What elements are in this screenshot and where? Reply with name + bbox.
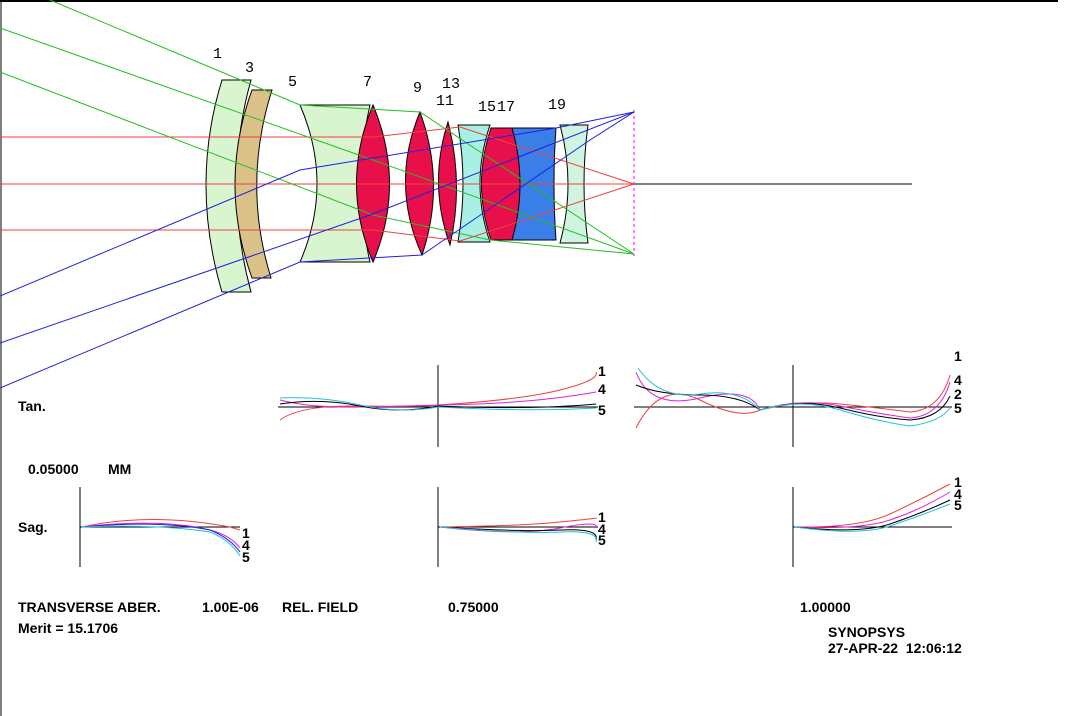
surface-label: 7	[363, 74, 372, 91]
curve	[794, 483, 951, 528]
ray	[0, 111, 635, 389]
program-name: SYNOPSYS	[828, 624, 905, 640]
field-value: 1.00000	[800, 599, 851, 615]
curve-label: 1	[954, 474, 962, 490]
curve	[794, 491, 951, 529]
surface-label: 9	[413, 80, 422, 97]
ray	[0, 71, 635, 255]
surface-label: 19	[548, 97, 566, 114]
curve	[439, 526, 597, 541]
curve	[439, 526, 597, 543]
surface-label: 11	[436, 93, 454, 110]
curve-label: 1	[954, 348, 962, 364]
curve	[439, 517, 597, 528]
curve-label: 4	[954, 486, 962, 502]
tan-label: Tan.	[18, 398, 46, 414]
surface-label: 3	[245, 60, 254, 77]
surface-label: 17	[497, 99, 515, 116]
rays	[0, 0, 635, 389]
curve	[637, 367, 951, 427]
ray	[0, 111, 635, 344]
curve-label: 5	[954, 400, 962, 416]
curve-label: 5	[598, 402, 606, 418]
timestamp: 27-APR-22 12:06:12	[828, 640, 962, 656]
wavelength: 1.00E-06	[202, 599, 259, 615]
curve	[279, 391, 597, 408]
curve-label: 4	[598, 521, 606, 537]
merit: Merit = 15.1706	[18, 620, 118, 636]
surface-label: 5	[288, 74, 297, 91]
curve	[81, 523, 241, 553]
curve-label: 5	[598, 532, 606, 548]
ray	[0, 183, 635, 242]
curve	[81, 525, 241, 557]
curve-label: 4	[242, 537, 250, 553]
ray	[0, 27, 635, 255]
sag-label: Sag.	[18, 519, 48, 535]
surface-label: 15	[478, 99, 496, 116]
curve	[794, 499, 951, 531]
curve-label: 4	[954, 372, 962, 388]
transverse-label: TRANSVERSE ABER.	[18, 599, 161, 615]
curve-label: 2	[954, 386, 962, 402]
rel-field-label: REL. FIELD	[282, 599, 358, 615]
curve	[794, 503, 951, 532]
curve-label: 1	[242, 525, 250, 541]
field-value: 0.75000	[448, 599, 499, 615]
curve-labels: 1 4 5 1 4 2 5 1 4 5 1 4 5 1 4 5	[242, 348, 962, 565]
curve-label: 1	[598, 509, 606, 525]
scale-value: 0.05000	[28, 461, 79, 477]
ray	[0, 126, 635, 185]
curve-label: 5	[954, 497, 962, 513]
scale-unit: MM	[108, 461, 131, 477]
curve	[81, 519, 241, 531]
lens-group	[205, 79, 589, 293]
curve-label: 5	[242, 549, 250, 565]
ray	[0, 111, 635, 297]
surface-label: 13	[442, 76, 460, 93]
curve	[279, 397, 597, 411]
surface-labels: 1 3 5 7 9 11 13 15 17 19	[213, 46, 566, 116]
curve-label: 4	[598, 381, 606, 397]
curve-label: 1	[598, 363, 606, 379]
surface-label: 1	[213, 46, 222, 63]
aberration-curves	[81, 367, 951, 557]
